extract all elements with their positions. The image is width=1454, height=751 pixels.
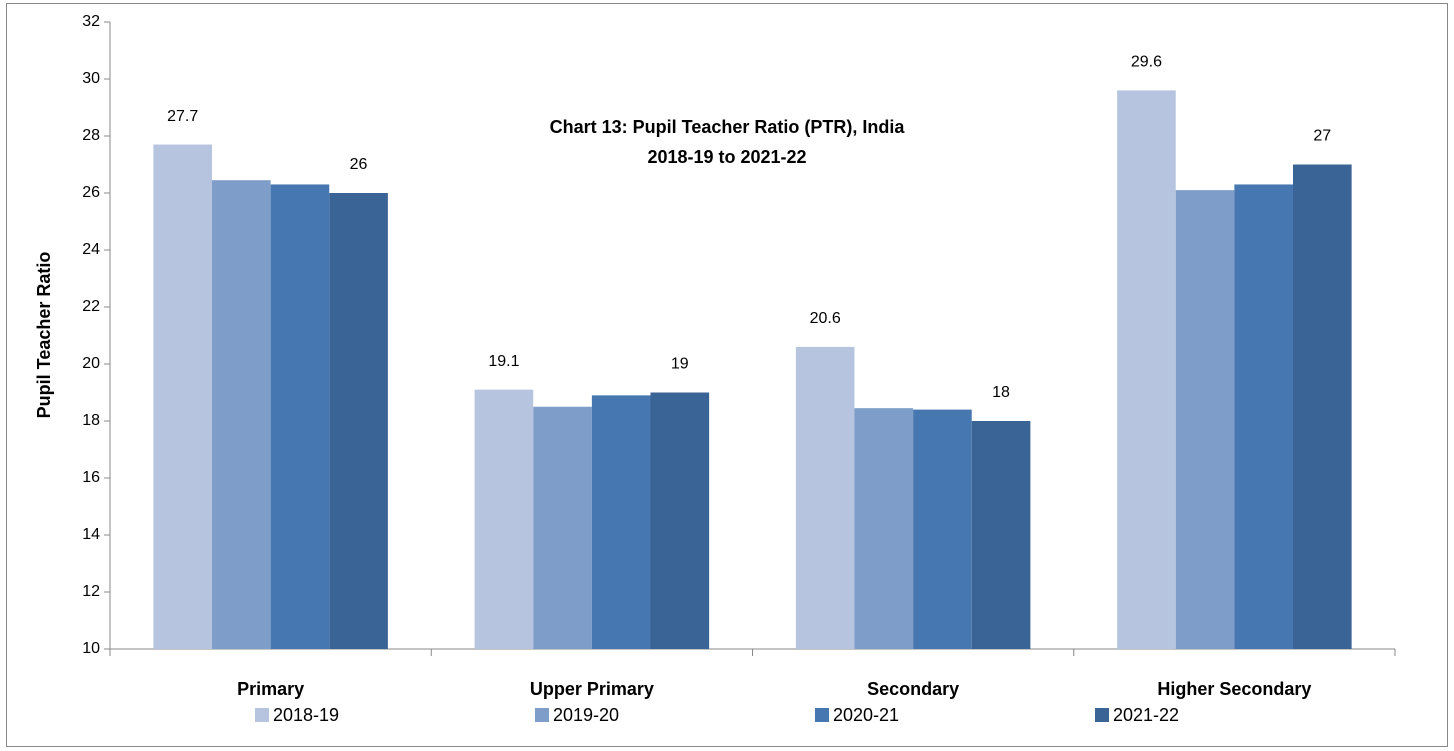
y-tick-label: 16 <box>82 469 100 486</box>
bar <box>913 409 972 649</box>
bar <box>650 392 710 649</box>
bar <box>971 421 1031 649</box>
legend-label: 2018-19 <box>273 705 339 725</box>
bar <box>270 184 330 649</box>
y-tick-label: 26 <box>82 184 100 201</box>
chart-subtitle: 2018-19 to 2021-22 <box>647 147 806 167</box>
x-tick-label: Secondary <box>867 679 959 699</box>
y-tick-label: 14 <box>82 526 100 543</box>
y-tick-label: 22 <box>82 298 100 315</box>
x-tick-label: Primary <box>237 679 304 699</box>
legend-swatch <box>535 708 549 722</box>
data-label: 19 <box>671 356 689 373</box>
bar <box>1117 90 1176 649</box>
legend-label: 2021-22 <box>1113 705 1179 725</box>
legend-label: 2019-20 <box>553 705 619 725</box>
chart-title: Chart 13: Pupil Teacher Ratio (PTR), Ind… <box>550 117 906 137</box>
legend-label: 2020-21 <box>833 705 899 725</box>
x-tick-label: Upper Primary <box>530 679 654 699</box>
bar <box>1175 190 1235 649</box>
bar <box>474 389 534 649</box>
y-tick-label: 28 <box>82 127 100 144</box>
data-label: 18 <box>992 384 1010 401</box>
data-label: 26 <box>350 156 368 173</box>
legend-swatch <box>1095 708 1109 722</box>
y-tick-label: 20 <box>82 355 100 372</box>
bar <box>591 395 651 649</box>
y-tick-label: 30 <box>82 70 100 87</box>
bar <box>153 144 212 650</box>
y-tick-label: 10 <box>82 640 100 657</box>
bar <box>795 346 855 649</box>
bar <box>533 406 592 649</box>
bar <box>1234 184 1294 649</box>
y-tick-label: 18 <box>82 412 100 429</box>
y-tick-label: 24 <box>82 241 100 258</box>
bar <box>329 193 388 649</box>
y-tick-label: 12 <box>82 583 100 600</box>
x-tick-label: Higher Secondary <box>1157 679 1311 699</box>
data-label: 29.6 <box>1131 54 1162 71</box>
y-axis-label: Pupil Teacher Ratio <box>34 252 54 419</box>
bar <box>1293 164 1352 649</box>
legend-swatch <box>255 708 269 722</box>
bar <box>854 408 914 649</box>
data-label: 20.6 <box>810 310 841 327</box>
legend-swatch <box>815 708 829 722</box>
data-label: 19.1 <box>488 353 519 370</box>
bar <box>211 180 271 650</box>
data-label: 27 <box>1313 128 1331 145</box>
data-label: 27.7 <box>167 108 198 125</box>
y-tick-label: 32 <box>82 13 100 30</box>
